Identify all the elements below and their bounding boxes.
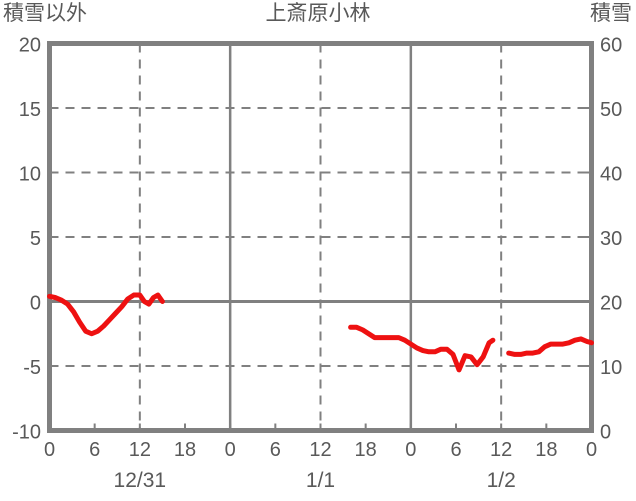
series-line — [348, 324, 496, 373]
x-axis-tick-label: 12 — [309, 439, 331, 461]
y2-axis-tick-label: 10 — [600, 357, 622, 379]
y-axis-tick-label: 5 — [30, 228, 41, 250]
x-axis-tick-label: 0 — [586, 439, 597, 461]
series-line — [47, 292, 165, 337]
y-axis-tick-label: 10 — [19, 164, 41, 186]
right-axis-title: 積雪 — [590, 2, 632, 25]
x-axis-tick-label: 6 — [89, 439, 100, 461]
x-axis-tick-label: 18 — [355, 439, 377, 461]
x-axis-day-label: 1/1 — [306, 469, 335, 492]
y2-axis-tick-label: 60 — [600, 35, 622, 57]
x-axis-tick-label: 0 — [44, 439, 55, 461]
y-axis-tick-label: -5 — [23, 357, 41, 379]
y2-axis-tick-label: 40 — [600, 164, 622, 186]
x-axis-tick-label: 12 — [490, 439, 512, 461]
y2-axis-tick-label: 30 — [600, 228, 622, 250]
y-axis-tick-label: 15 — [19, 99, 41, 121]
x-axis-tick-label: 18 — [535, 439, 557, 461]
y-axis-tick-label: -10 — [12, 422, 41, 444]
y-axis-tick-label: 0 — [30, 293, 41, 315]
y2-axis-tick-label: 0 — [600, 422, 611, 444]
x-axis-tick-label: 6 — [270, 439, 281, 461]
y2-axis-tick-label: 50 — [600, 99, 622, 121]
x-axis-tick-label: 18 — [174, 439, 196, 461]
y-axis-tick-label: 20 — [19, 35, 41, 57]
x-axis-tick-label: 6 — [450, 439, 461, 461]
left-axis-title: 積雪以外 — [3, 2, 87, 25]
x-axis-tick-label: 0 — [225, 439, 236, 461]
chart-title: 上斎原小林 — [265, 2, 371, 25]
series-line — [506, 336, 594, 357]
x-axis-day-label: 1/2 — [487, 469, 516, 492]
x-axis-tick-label: 12 — [129, 439, 151, 461]
x-axis-day-label: 12/31 — [114, 469, 167, 492]
x-axis-tick-label: 0 — [405, 439, 416, 461]
y2-axis-tick-label: 20 — [600, 293, 622, 315]
